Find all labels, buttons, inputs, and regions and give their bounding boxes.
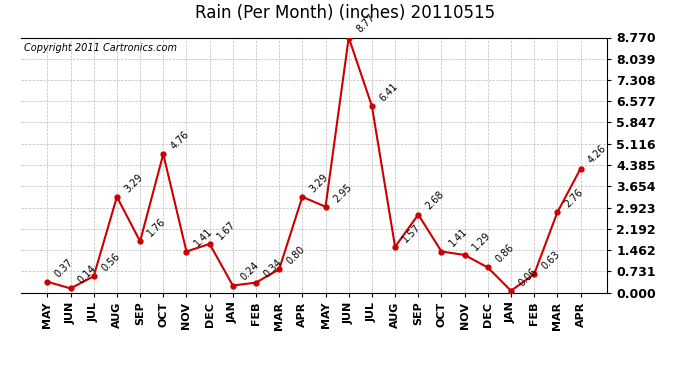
Text: 1.67: 1.67 [215,219,237,241]
Text: 4.76: 4.76 [169,129,191,152]
Text: 3.29: 3.29 [308,172,331,194]
Text: 1.57: 1.57 [401,222,423,244]
Text: 1.29: 1.29 [470,230,493,252]
Text: Copyright 2011 Cartronics.com: Copyright 2011 Cartronics.com [23,43,177,52]
Text: 2.68: 2.68 [424,189,446,212]
Text: 0.56: 0.56 [99,251,121,273]
Text: 2.95: 2.95 [331,182,353,204]
Text: 0.63: 0.63 [540,249,562,272]
Text: 6.41: 6.41 [377,81,400,104]
Text: 1.76: 1.76 [146,216,168,238]
Text: 4.26: 4.26 [586,144,609,166]
Text: 0.06: 0.06 [517,266,539,288]
Text: 0.80: 0.80 [285,244,307,267]
Text: 8.77: 8.77 [354,12,377,35]
Text: 0.14: 0.14 [76,264,98,286]
Text: 2.76: 2.76 [563,187,585,210]
Text: 3.29: 3.29 [122,172,145,194]
Text: 0.24: 0.24 [238,261,261,283]
Text: 1.41: 1.41 [447,226,469,249]
Text: 0.34: 0.34 [262,258,284,280]
Text: 0.37: 0.37 [53,257,75,279]
Text: 0.86: 0.86 [493,243,515,265]
Text: 1.41: 1.41 [192,226,214,249]
Text: Rain (Per Month) (inches) 20110515: Rain (Per Month) (inches) 20110515 [195,4,495,22]
